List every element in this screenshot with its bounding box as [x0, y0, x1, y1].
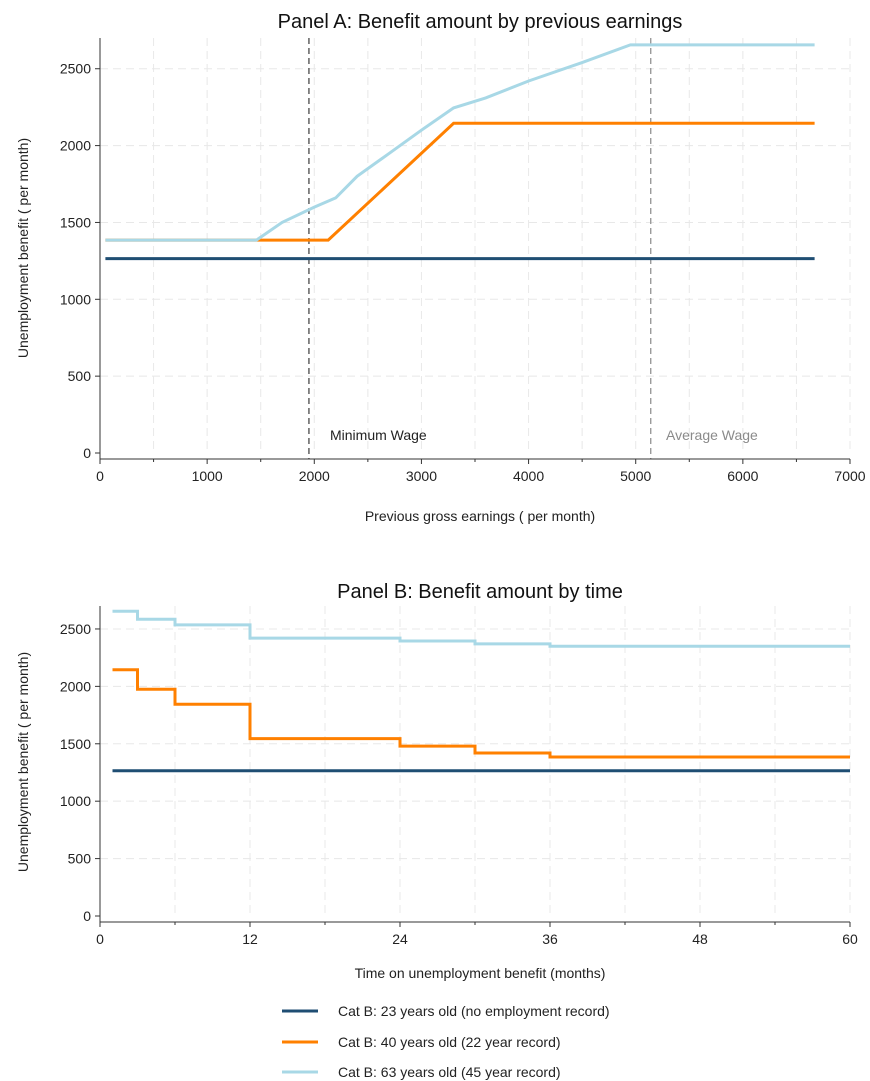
y-tick-label: 0	[83, 445, 91, 461]
series-line-3	[112, 609, 850, 648]
y-tick-label: 1500	[60, 214, 91, 230]
panel-b-axes: 0 500 1000 1500 2000 2500 0 12 24 36 48 60	[60, 606, 858, 947]
y-tick-label: 500	[68, 368, 92, 384]
x-tick-label: 24	[392, 931, 408, 947]
legend-label: Cat B: 40 years old (22 year record)	[338, 1034, 561, 1050]
x-tick-label: 1000	[192, 468, 223, 484]
legend-item: Cat B: 23 years old (no employment recor…	[282, 1003, 610, 1019]
x-tick-label: 60	[842, 931, 858, 947]
x-tick-label: 2000	[299, 468, 330, 484]
y-tick-label: 0	[83, 908, 91, 924]
x-tick-label: 48	[692, 931, 708, 947]
panel-a-axes: 0 500 1000 1500 2000 2500 0 1000 2000 3000 4000 500…	[60, 38, 866, 484]
y-tick-label: 2000	[60, 138, 91, 154]
legend-label: Cat B: 23 years old (no employment recor…	[338, 1003, 610, 1019]
x-tick-label: 0	[96, 468, 104, 484]
y-tick-label: 2500	[60, 61, 91, 77]
legend: Cat B: 23 years old (no employment recor…	[282, 1003, 610, 1080]
x-tick-label: 5000	[620, 468, 651, 484]
panel-b-y-axis-label: Unemployment benefit ( per month)	[15, 652, 31, 872]
y-tick-label: 1500	[60, 736, 91, 752]
panel-a-x-axis-label: Previous gross earnings ( per month)	[365, 508, 595, 524]
legend-item: Cat B: 63 years old (45 year record)	[282, 1064, 561, 1080]
legend-label: Cat B: 63 years old (45 year record)	[338, 1064, 561, 1080]
panel-b: Panel B: Benefit amount by time 0 500 1000…	[15, 581, 858, 981]
panel-a-series	[105, 43, 815, 261]
panel-b-grid	[100, 606, 851, 916]
panel-b-title: Panel B: Benefit amount by time	[337, 581, 623, 603]
panel-b-x-axis-label: Time on unemployment benefit (months)	[355, 965, 606, 981]
y-tick-label: 2000	[60, 678, 91, 694]
x-tick-label: 4000	[513, 468, 544, 484]
minimum-wage-label: Minimum Wage	[330, 427, 427, 443]
panel-a-grid	[100, 38, 851, 453]
x-tick-label: 12	[242, 931, 258, 947]
x-tick-label: 3000	[406, 468, 437, 484]
x-tick-label: 6000	[727, 468, 758, 484]
series-line-2	[112, 668, 850, 759]
panel-a-reference-lines	[308, 38, 652, 459]
x-tick-label: 0	[96, 931, 104, 947]
panel-a-y-axis-label: Unemployment benefit ( per month)	[15, 138, 31, 358]
y-tick-label: 500	[68, 851, 92, 867]
y-tick-label: 2500	[60, 621, 91, 637]
panel-b-series	[112, 609, 850, 773]
panel-a-title: Panel A: Benefit amount by previous earn…	[278, 11, 683, 33]
x-tick-label: 36	[542, 931, 558, 947]
x-tick-label: 7000	[834, 468, 865, 484]
series-line-3	[105, 43, 815, 242]
y-tick-label: 1000	[60, 291, 91, 307]
panel-a: Panel A: Benefit amount by previous earn…	[15, 11, 866, 524]
legend-item: Cat B: 40 years old (22 year record)	[282, 1034, 561, 1050]
y-tick-label: 1000	[60, 793, 91, 809]
average-wage-label: Average Wage	[666, 427, 758, 443]
